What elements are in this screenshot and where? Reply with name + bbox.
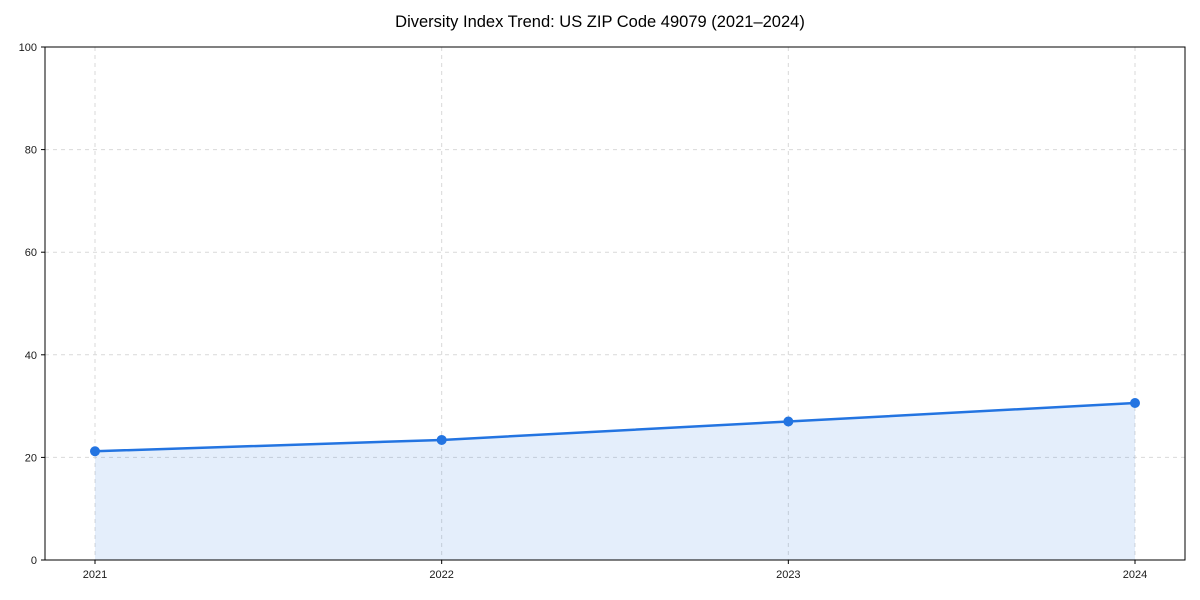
y-tick-label: 100 xyxy=(19,42,37,54)
series-area-fill xyxy=(95,403,1135,560)
y-tick-label: 60 xyxy=(25,247,37,259)
data-point-marker xyxy=(783,416,794,427)
axis-spines xyxy=(44,46,1186,561)
y-tick-label: 0 xyxy=(31,555,37,567)
series-line xyxy=(93,401,1137,453)
chart-title: Diversity Index Trend: US ZIP Code 49079… xyxy=(395,13,805,31)
x-tick-label: 2022 xyxy=(429,569,453,581)
data-point-marker xyxy=(1130,398,1140,409)
x-tick-label: 2023 xyxy=(776,569,800,581)
data-point-marker xyxy=(436,434,447,445)
plot-background xyxy=(45,47,1185,560)
x-tick-label: 2024 xyxy=(1123,569,1147,581)
y-tick-label: 40 xyxy=(25,350,37,362)
data-point-marker xyxy=(90,446,100,457)
y-tick-label: 20 xyxy=(25,452,37,464)
y-tick-label: 80 xyxy=(25,145,37,157)
x-tick-label: 2021 xyxy=(83,569,107,581)
